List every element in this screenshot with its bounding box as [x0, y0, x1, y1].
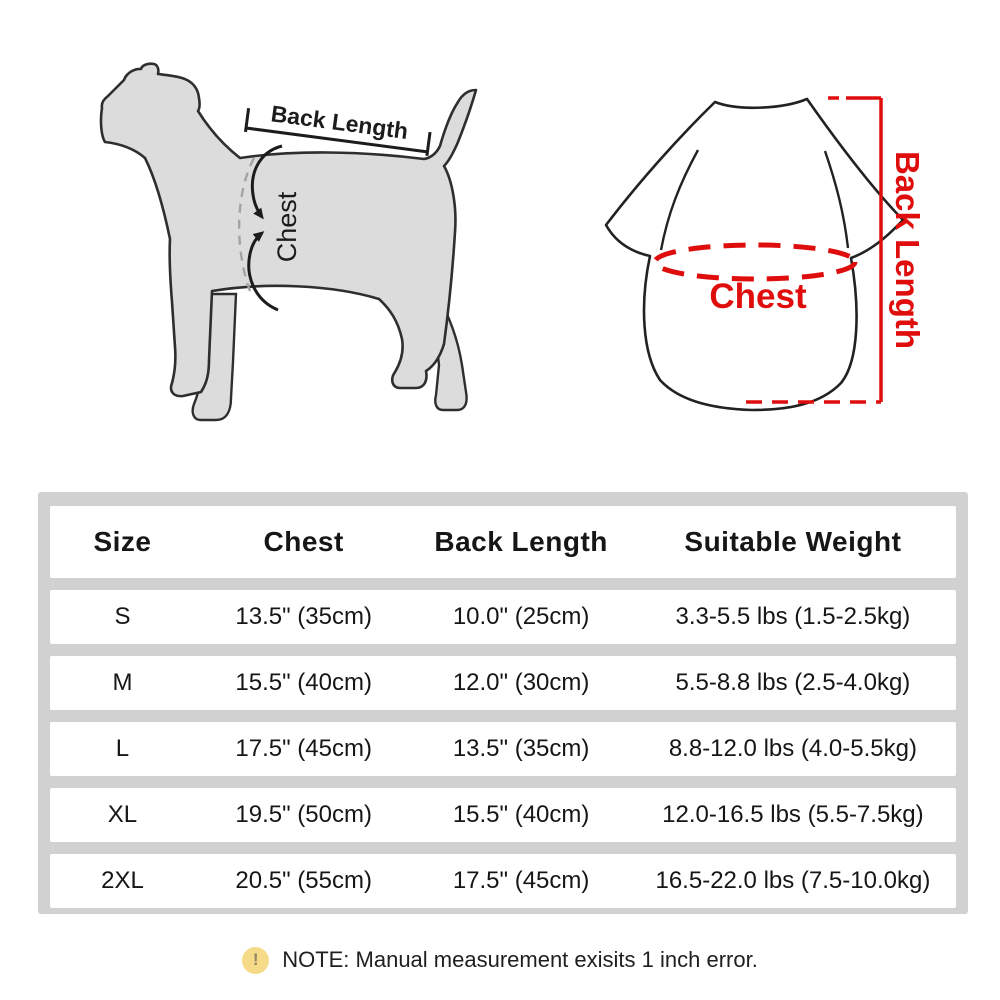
cell-back-length: 10.0" (25cm) — [452, 603, 590, 630]
dog-silhouette — [99, 62, 478, 398]
table-row-l: L 17.5" (45cm) 13.5" (35cm) 8.8-12.0 lbs… — [50, 722, 956, 776]
cell-weight: 12.0-16.5 lbs (5.5-7.5kg) — [662, 801, 924, 828]
cell-chest: 19.5" (50cm) — [235, 801, 372, 828]
cell-size: XL — [107, 801, 138, 828]
garment-back-length-measure: Back Length — [746, 96, 926, 404]
table-row-s: S 13.5" (35cm) 10.0" (25cm) 3.3-5.5 lbs … — [50, 590, 956, 644]
dog-chest-arrow-down — [250, 144, 283, 220]
garment-measurement-diagram: Chest Back Length — [604, 96, 926, 412]
column-header-suitable-weight: Suitable Weight — [684, 526, 902, 557]
cell-chest: 15.5" (40cm) — [235, 669, 372, 696]
garment-chest-label: Chest — [709, 277, 807, 316]
size-table-header-row: Size Chest Back Length Suitable Weight — [50, 506, 956, 578]
exclamation-icon: ! — [242, 946, 270, 974]
cell-weight: 5.5-8.8 lbs (2.5-4.0kg) — [675, 669, 911, 696]
dog-chest-girth-dashed-line — [238, 157, 256, 292]
measurement-note: ! NOTE: Manual measurement exisits 1 inc… — [0, 938, 1000, 982]
cell-weight: 16.5-22.0 lbs (7.5-10.0kg) — [655, 867, 931, 894]
column-header-size: Size — [93, 526, 152, 557]
garment-right-sleeve-seam — [823, 150, 850, 249]
column-header-back-length: Back Length — [434, 526, 608, 557]
cell-back-length: 15.5" (40cm) — [452, 801, 590, 828]
cell-size: 2XL — [101, 867, 144, 894]
cell-back-length: 13.5" (35cm) — [452, 735, 590, 762]
table-row-2xl: 2XL 20.5" (55cm) 17.5" (45cm) 16.5-22.0 … — [50, 854, 956, 908]
cell-chest: 13.5" (35cm) — [235, 603, 372, 630]
garment-chest-dashed-ellipse — [652, 242, 858, 282]
dog-back-length-label: Back Length — [269, 100, 409, 144]
note-text: NOTE: Manual measurement exisits 1 inch … — [282, 947, 758, 972]
size-table-panel: Size Chest Back Length Suitable Weight S… — [38, 492, 968, 914]
garment-outline — [604, 97, 905, 412]
dog-measurement-diagram: Chest Back Length — [99, 62, 478, 422]
cell-weight: 8.8-12.0 lbs (4.0-5.5kg) — [668, 735, 917, 762]
cell-chest: 20.5" (55cm) — [235, 867, 372, 894]
table-row-xl: XL 19.5" (50cm) 15.5" (40cm) 12.0-16.5 l… — [50, 788, 956, 842]
garment-left-sleeve-seam — [659, 149, 700, 251]
garment-back-length-label: Back Length — [889, 151, 926, 349]
cell-size: L — [115, 735, 130, 762]
column-header-chest: Chest — [263, 526, 344, 557]
cell-back-length: 17.5" (45cm) — [452, 867, 590, 894]
dog-chest-label: Chest — [272, 191, 302, 262]
cell-size: M — [112, 669, 133, 696]
dog-back-length-measure: Back Length — [243, 100, 432, 157]
cell-chest: 17.5" (45cm) — [235, 735, 372, 762]
cell-size: S — [114, 603, 131, 630]
cell-weight: 3.3-5.5 lbs (1.5-2.5kg) — [675, 603, 911, 630]
table-row-m: M 15.5" (40cm) 12.0" (30cm) 5.5-8.8 lbs … — [50, 656, 956, 710]
dog-chest-arrow-up — [247, 231, 279, 312]
cell-back-length: 12.0" (30cm) — [452, 669, 590, 696]
